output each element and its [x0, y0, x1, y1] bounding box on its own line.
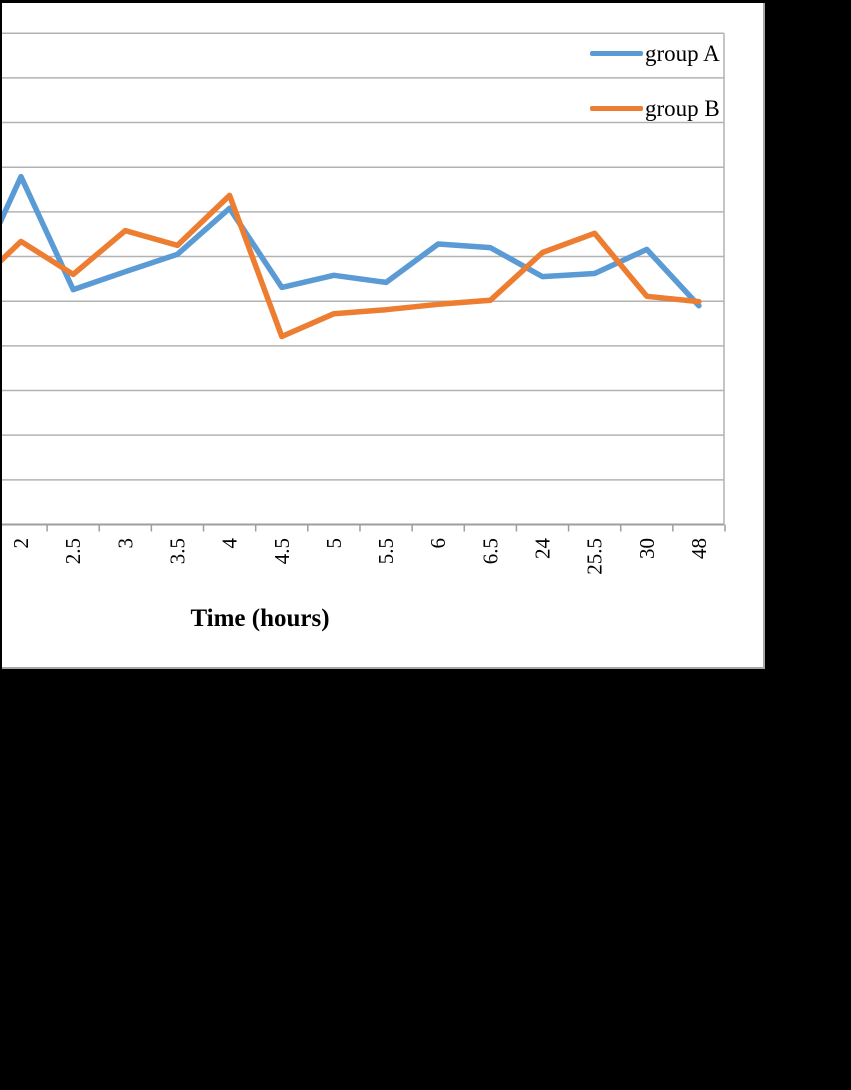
- x-tick-label: 24: [531, 538, 555, 560]
- x-tick-label: 3.5: [165, 538, 189, 564]
- x-tick-label: 5.5: [374, 538, 398, 564]
- x-tick-label: 6: [426, 538, 450, 549]
- x-tick-label: 5: [322, 538, 346, 549]
- chart-plot-area: 2 2.5 3 3.5 4 4.5 5 5.5 6 6.5 24 25.5 30 48: [2, 32, 726, 575]
- x-tick-label: 48: [687, 538, 711, 559]
- x-tick-label: 4: [218, 538, 242, 549]
- x-tick-label: 25.5: [583, 538, 607, 575]
- x-tick-label: 2.5: [61, 538, 85, 564]
- x-tick-label: 3: [113, 538, 137, 549]
- x-axis-title: Time (hours): [190, 605, 330, 632]
- series-line-group-A: [2, 173, 702, 309]
- series-line-group-B: [2, 192, 702, 340]
- x-tick-label: 30: [635, 538, 659, 559]
- x-tick-label: 4.5: [270, 538, 294, 564]
- x-tick-label: 6.5: [478, 538, 502, 564]
- x-tick-label: 2: [9, 538, 33, 549]
